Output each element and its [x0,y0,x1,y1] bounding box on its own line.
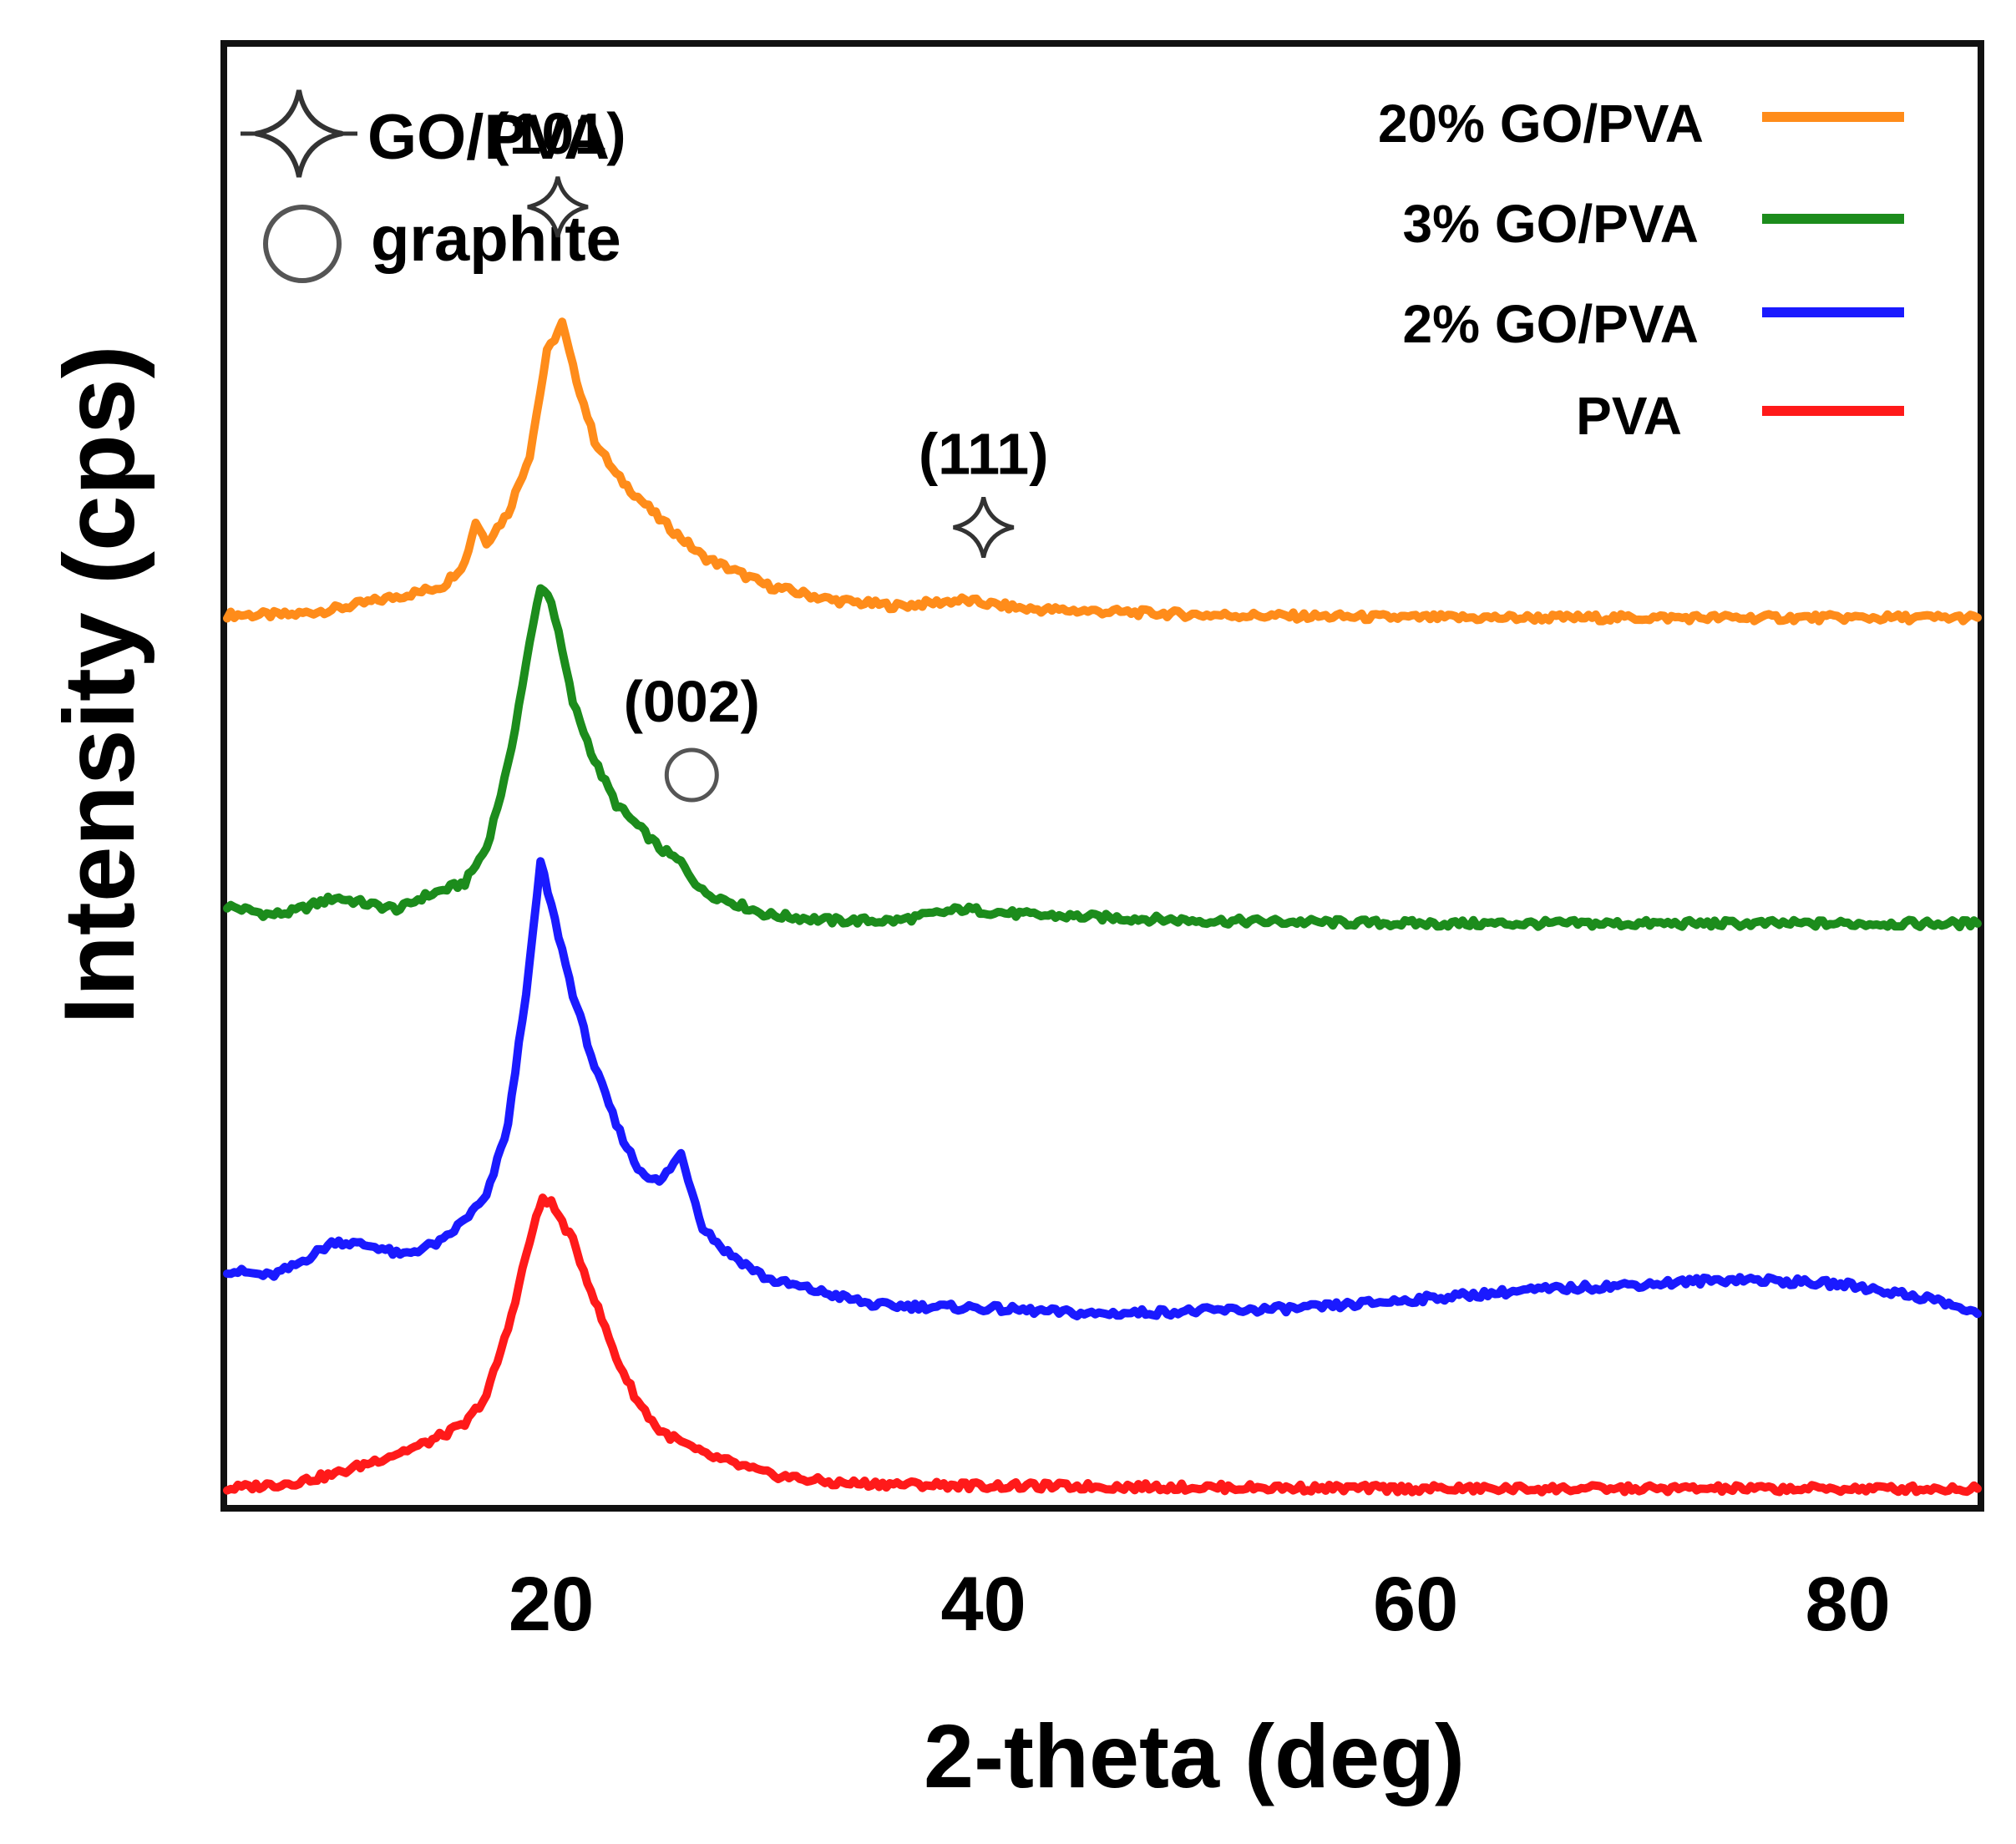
y-axis-title: Intensity (cps) [43,345,155,1024]
star-icon [527,176,589,238]
series-layer [223,317,1982,1497]
series-line-20pct-go-pva [223,317,1982,626]
peak-star-shape [527,176,589,238]
x-tick-label: 40 [941,1562,1026,1647]
series-line-pva [223,1193,1982,1497]
series-line-3pct-go-pva [223,584,1982,932]
legend-label-3pct-go-pva: 3% GO/PVA [1403,194,1699,254]
series-line-2pct-go-pva [223,857,1982,1320]
plot-frame [220,40,1984,1512]
peak-annotations: (101) (111) (002) [489,101,1049,803]
circle-icon [664,747,719,803]
x-tick-label: 60 [1373,1562,1458,1647]
marker-legend-label-graphite: graphite [371,204,621,275]
peak-circle-shape [664,747,719,803]
x-axis-title: 2-theta (deg) [924,1705,1465,1806]
legend-label-2pct-go-pva: 2% GO/PVA [1403,294,1699,354]
x-tick-label: 80 [1806,1562,1891,1647]
marker-legend: GO/PVA graphite [241,89,621,283]
legend-label-pva: PVA [1576,386,1682,446]
x-tick-labels: 20 40 60 80 [509,1562,1891,1647]
x-tick-label: 20 [509,1562,594,1647]
legend-label-20pct-go-pva: 20% GO/PVA [1378,94,1704,154]
star-icon [953,496,1015,559]
peak-star-shape [953,496,1015,559]
series-legend: 20% GO/PVA 3% GO/PVA 2% GO/PVA PVA [1378,94,1904,446]
peak-label-002: (002) [624,669,760,734]
marker-legend-label-go-pva: GO/PVA [367,102,610,173]
peak-label-101: (101) [489,101,626,166]
circle-icon [263,205,342,283]
peak-label-111: (111) [919,422,1049,487]
star-icon [241,89,357,178]
